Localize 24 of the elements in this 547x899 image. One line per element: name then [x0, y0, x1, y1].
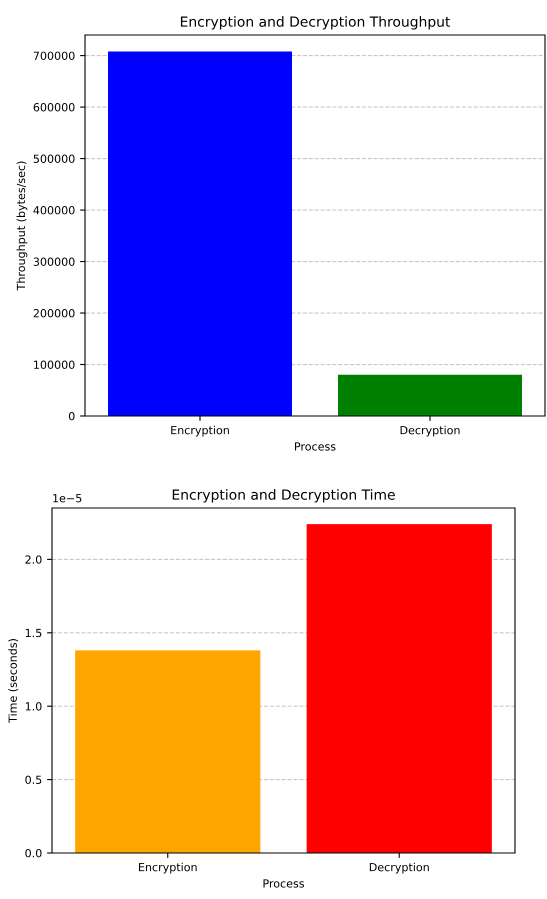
y-tick-label: 0.5 — [25, 776, 42, 784]
y-tick-label: 400000 — [33, 206, 75, 214]
chart-title: Encryption and Decryption Throughput — [180, 16, 450, 30]
x-axis-title: Process — [295, 442, 336, 451]
y-tick-label: 700000 — [34, 52, 75, 60]
x-tick-label: Decryption — [400, 426, 460, 436]
x-tick-label: Decryption — [370, 862, 429, 874]
y-tick-label: 100000 — [34, 360, 75, 369]
y-tick-label: 1.5 — [26, 628, 42, 638]
y-tick-label: 300000 — [34, 258, 75, 266]
y-tick-label: 0 — [68, 412, 75, 420]
y-axis-title: Time (seconds) — [8, 639, 18, 723]
x-tick-label: Encryption — [139, 862, 197, 874]
text: 1e−5 — [53, 494, 82, 502]
y-tick-label: 500000 — [34, 154, 75, 163]
y-tick-label: 2.0 — [25, 555, 42, 564]
y-axis-title: Throughput (bytes/sec) — [16, 162, 28, 290]
y-tick-label: 600000 — [34, 103, 75, 112]
chart-title: Encryption and Decryption Time — [172, 489, 395, 503]
y-tick-label: 200000 — [34, 309, 75, 318]
x-tick-label: Encryption — [171, 426, 229, 436]
x-axis-title: Process — [264, 879, 304, 888]
y-tick-label: 0.0 — [25, 848, 42, 858]
y-tick-label: 1.0 — [26, 702, 42, 711]
